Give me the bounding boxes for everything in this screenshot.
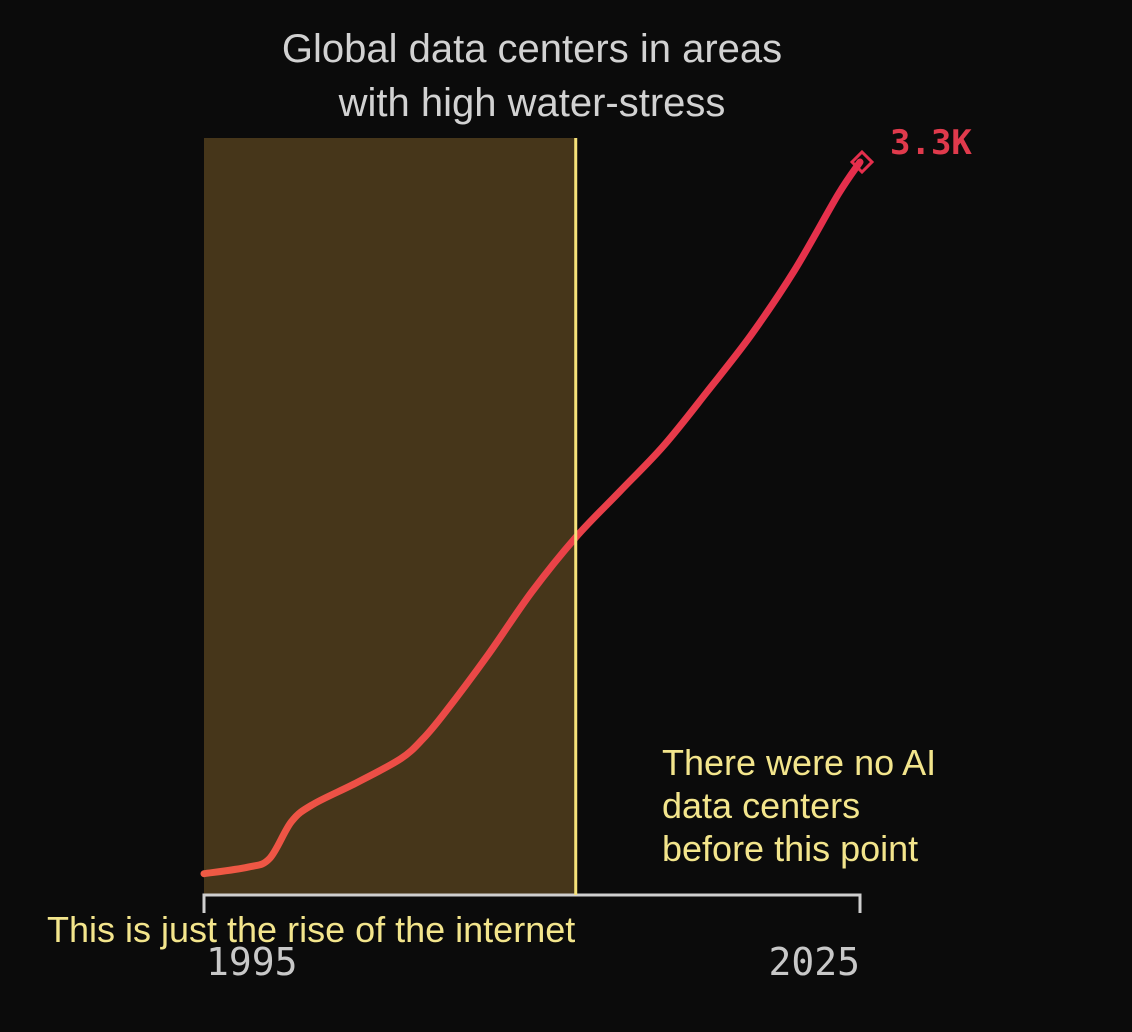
- x-tick-label-2025: 2025: [768, 940, 860, 984]
- chart-title-line-1: Global data centers in areas: [282, 27, 782, 71]
- bottom-note: This is just the rise of the internet: [47, 909, 575, 950]
- x-axis: [202, 893, 862, 913]
- divider-note-line-1: There were no AI: [662, 742, 936, 783]
- divider-note-line-3: before this point: [662, 828, 918, 869]
- end-value-label: 3.3K: [890, 123, 972, 163]
- divider-note-line-2: data centers: [662, 785, 860, 826]
- x-tick-label-1995: 1995: [206, 940, 298, 984]
- series-line: [200, 158, 864, 878]
- highlight-region: [204, 138, 576, 895]
- end-point-marker: [849, 149, 875, 175]
- chart-title-line-2: with high water-stress: [338, 81, 726, 125]
